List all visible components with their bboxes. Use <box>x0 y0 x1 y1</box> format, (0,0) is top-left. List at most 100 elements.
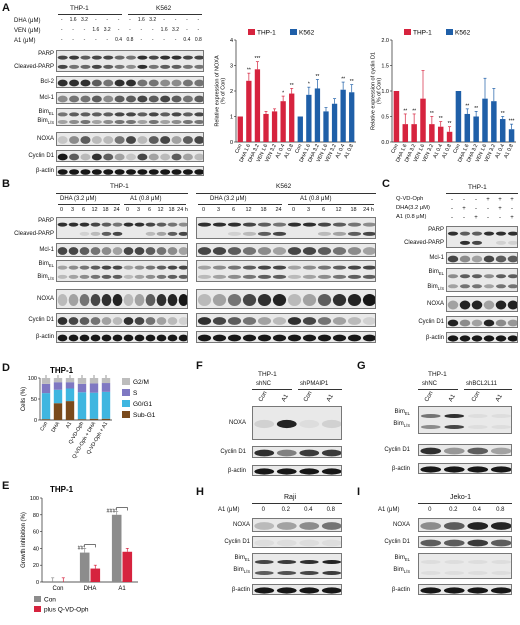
blot-band <box>91 64 102 69</box>
band-label: BimEL <box>38 261 54 269</box>
blot-band <box>57 55 68 60</box>
blot-band <box>483 274 495 279</box>
treatment-value: - <box>151 37 154 43</box>
blot-band <box>254 449 275 457</box>
blot-band <box>254 571 274 575</box>
blot-strip <box>56 50 204 72</box>
blot-band <box>57 317 68 325</box>
blot-band <box>90 317 101 325</box>
treatment-value: - <box>106 17 109 23</box>
treatment-value: - <box>129 27 131 33</box>
band-label: Cyclin D1 <box>28 317 54 323</box>
bar <box>331 103 338 142</box>
y-tick-label: 1.0 <box>381 89 389 95</box>
blot-band <box>114 95 125 103</box>
significance-label: ** <box>341 77 345 83</box>
blot-band <box>114 169 125 175</box>
time-label: 24 h <box>177 207 188 213</box>
blot-band <box>112 274 123 279</box>
blot-band <box>79 294 90 306</box>
blot-band <box>79 274 90 279</box>
chart-svg: 0.0 0.5 1.0 1.5 2.0 Relative expression of cy… <box>370 29 516 163</box>
blot-band <box>194 79 203 87</box>
blot-band <box>90 274 101 279</box>
treatment-row-label: A1 (μM) <box>14 38 36 44</box>
blot-band <box>443 539 465 547</box>
blot-band <box>227 334 242 342</box>
legend-swatch <box>34 606 41 612</box>
blot-band <box>302 247 317 255</box>
blot-band <box>112 247 123 255</box>
legend-swatch <box>122 400 130 407</box>
blot-band <box>160 64 171 69</box>
blot-band <box>114 112 125 117</box>
blot-band <box>242 317 257 325</box>
y-axis-label: Growth inhibition (%) <box>21 512 27 568</box>
band-label: PARP <box>38 51 54 57</box>
blot-band <box>114 119 125 124</box>
y-tick-label: 4 <box>230 38 233 44</box>
bar <box>411 124 417 142</box>
band-label: β-actin <box>391 466 410 472</box>
blot-band <box>276 522 297 530</box>
blot-band <box>167 274 178 279</box>
stacked-bar-segment <box>53 403 63 420</box>
blot-band <box>287 317 302 325</box>
time-label: 18 <box>102 207 109 213</box>
blot-band <box>134 265 145 270</box>
blot-band <box>90 247 101 255</box>
band-label: BimEL <box>394 409 410 417</box>
blot-band <box>171 136 182 144</box>
blot-band <box>156 222 167 227</box>
blot-band <box>227 247 242 255</box>
panel-label-e: E <box>2 480 10 492</box>
blot-band <box>57 294 68 306</box>
blot-band <box>160 79 171 87</box>
blot-band <box>167 294 178 306</box>
blot-band <box>69 55 80 60</box>
group-underline <box>252 389 292 390</box>
treatment-value: + <box>498 197 502 203</box>
blot-band <box>302 294 317 306</box>
blot-band <box>123 222 134 227</box>
treatment-label: A1 (0.8 μM) <box>130 196 162 202</box>
blot-band <box>137 55 148 60</box>
blot-band <box>242 231 257 236</box>
significance-label: ** <box>247 68 251 74</box>
significance-label: ** <box>501 111 505 117</box>
blot-band <box>57 265 68 270</box>
treatment-label: DHA (3.2 μM) <box>210 196 247 202</box>
panel-label-g: G <box>357 360 366 372</box>
bar <box>437 126 444 142</box>
blot-band <box>125 112 137 117</box>
treatment-value: - <box>140 37 143 43</box>
blot-band <box>103 95 114 103</box>
blot-band <box>57 274 68 279</box>
blot-band <box>57 169 68 175</box>
group-label: shPMAIP1 <box>300 381 329 387</box>
blot-band <box>167 231 178 236</box>
blot-band <box>112 294 123 306</box>
blot-band <box>467 466 489 473</box>
blot-band <box>91 153 102 161</box>
blot-band <box>69 136 80 144</box>
blot-strip <box>446 296 518 312</box>
blot-band <box>148 79 159 87</box>
blot-band <box>459 255 471 263</box>
group-underline <box>288 204 374 205</box>
blot-band <box>362 265 375 270</box>
blot-band <box>103 136 114 144</box>
blot-band <box>257 334 272 342</box>
band-label: PARP <box>38 218 54 224</box>
chart-title: THP-1 <box>50 485 74 494</box>
blot-band <box>317 274 332 279</box>
blot-strip <box>56 260 188 282</box>
blot-band <box>302 222 317 227</box>
chart-svg: 0 1 2 3 4 Relative expression of NOXA(% of Co… <box>214 29 356 163</box>
blot-band <box>167 317 178 325</box>
blot-band <box>80 79 91 87</box>
blot-band <box>322 571 341 575</box>
treatment-row-label: DHA (μM) <box>14 18 41 24</box>
blot-band <box>332 317 347 325</box>
